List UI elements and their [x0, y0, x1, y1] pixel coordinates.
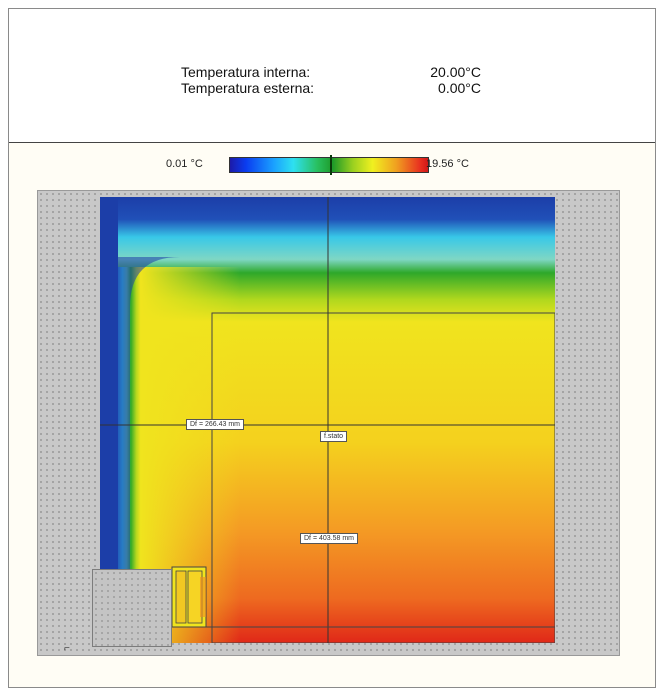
legend-max-label: 19.56 °C — [426, 158, 469, 170]
center-label: f.stato — [320, 431, 348, 442]
legend-min-label: 0.01 °C — [166, 158, 203, 170]
legend-marker — [330, 155, 332, 175]
internal-temperature-value: 20.00°C — [430, 64, 481, 80]
internal-temperature-label: Temperatura interna: — [181, 64, 311, 80]
external-temperature-value: 0.00°C — [438, 80, 481, 96]
legend-color-bar — [229, 157, 429, 173]
thermal-plot[interactable]: Df = 266.43 mm f.stato Df = 403.58 mm ⌐ — [37, 190, 620, 656]
internal-temperature-row: Temperatura interna: 20.00°C — [181, 64, 481, 82]
masonry-corner-block — [92, 569, 172, 647]
color-legend: 0.01 °C 19.56 °C — [0, 155, 665, 177]
corner-marker: ⌐ — [64, 643, 70, 654]
temperature-header: Temperatura interna: 20.00°C Temperatura… — [9, 9, 655, 143]
dimension-label-bottom: Df = 403.58 mm — [300, 533, 358, 544]
external-temperature-row: Temperatura esterna: 0.00°C — [181, 80, 481, 98]
external-temperature-label: Temperatura esterna: — [181, 80, 315, 96]
dimension-label-left: Df = 266.43 mm — [186, 419, 244, 430]
